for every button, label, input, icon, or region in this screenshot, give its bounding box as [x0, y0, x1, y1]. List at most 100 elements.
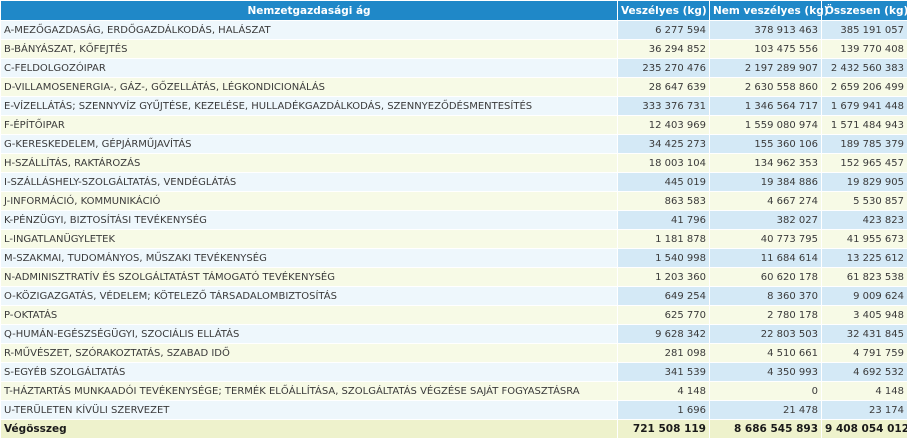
- header-sector[interactable]: Nemzetgazdasági ág: [0, 0, 618, 21]
- total-cell: 41 955 673: [821, 229, 908, 249]
- sector-cell: L-INGATLANÜGYLETEK: [0, 229, 618, 249]
- table-row: L-INGATLANÜGYLETEK 1 181 878 40 773 795 41 …: [0, 229, 908, 249]
- sector-cell: U-TERÜLETEN KÍVÜLI SZERVEZET: [0, 400, 618, 420]
- sector-cell: N-ADMINISZTRATÍV ÉS SZOLGÁLTATÁST TÁMOGA…: [0, 267, 618, 287]
- sector-cell: H-SZÁLLÍTÁS, RAKTÁROZÁS: [0, 153, 618, 173]
- header-non-hazardous[interactable]: Nem veszélyes (kg): [709, 0, 829, 21]
- hazardous-cell: 281 098: [617, 343, 710, 363]
- table-row: P-OKTATÁS 625 770 2 780 178 3 405 948: [0, 305, 908, 325]
- table-row: S-EGYÉB SZOLGÁLTATÁS 341 539 4 350 993 4 69…: [0, 362, 908, 382]
- sector-cell: C-FELDOLGOZÓIPAR: [0, 58, 618, 78]
- hazardous-cell: 863 583: [617, 191, 710, 211]
- non-hazardous-cell: 40 773 795: [709, 229, 822, 249]
- hazardous-cell: 341 539: [617, 362, 710, 382]
- total-cell: 4 791 759: [821, 343, 908, 363]
- sector-cell: F-ÉPÍTŐIPAR: [0, 115, 618, 135]
- non-hazardous-cell: 4 350 993: [709, 362, 822, 382]
- non-hazardous-cell: 2 780 178: [709, 305, 822, 325]
- hazardous-cell: 41 796: [617, 210, 710, 230]
- non-hazardous-cell: 21 478: [709, 400, 822, 420]
- hazardous-cell: 1 203 360: [617, 267, 710, 287]
- non-hazardous-cell: 60 620 178: [709, 267, 822, 287]
- table-row: H-SZÁLLÍTÁS, RAKTÁROZÁS 18 003 104 134 962…: [0, 153, 908, 173]
- sector-cell: J-INFORMÁCIÓ, KOMMUNIKÁCIÓ: [0, 191, 618, 211]
- total-cell: 5 530 857: [821, 191, 908, 211]
- total-row: Végösszeg 721 508 119 8 686 545 893 9 40…: [0, 419, 908, 439]
- total-cell: 19 829 905: [821, 172, 908, 192]
- hazardous-cell: 1 696: [617, 400, 710, 420]
- table-row: O-KÖZIGAZGATÁS, VÉDELEM; KÖTELEZŐ TÁRSAD…: [0, 286, 908, 306]
- table-row: R-MŰVÉSZET, SZÓRAKOZTATÁS, SZABAD IDŐ 281…: [0, 343, 908, 363]
- hazardous-cell: 9 628 342: [617, 324, 710, 344]
- total-cell: 385 191 057: [821, 20, 908, 40]
- sector-cell: S-EGYÉB SZOLGÁLTATÁS: [0, 362, 618, 382]
- sector-cell: R-MŰVÉSZET, SZÓRAKOZTATÁS, SZABAD IDŐ: [0, 343, 618, 363]
- total-cell: 1 679 941 448: [821, 96, 908, 116]
- header-hazardous[interactable]: Veszélyes (kg): [617, 0, 710, 21]
- table-row: A-MEZŐGAZDASÁG, ERDŐGAZDÁLKODÁS, HALÁSZA…: [0, 20, 908, 40]
- non-hazardous-cell: 4 667 274: [709, 191, 822, 211]
- total-cell: 3 405 948: [821, 305, 908, 325]
- sector-cell: E-VÍZELLÁTÁS; SZENNYVÍZ GYŰJTÉSE, KEZELÉ…: [0, 96, 618, 116]
- total-cell: 2 432 560 383: [821, 58, 908, 78]
- non-hazardous-cell: 103 475 556: [709, 39, 822, 59]
- sector-cell: T-HÁZTARTÁS MUNKAADÓI TEVÉKENYSÉGE; TERM…: [0, 381, 618, 401]
- header-total[interactable]: Összesen (kg): [821, 0, 908, 21]
- non-hazardous-cell: 0: [709, 381, 822, 401]
- total-cell: 32 431 845: [821, 324, 908, 344]
- total-sum: 9 408 054 012: [821, 419, 908, 439]
- table-row: M-SZAKMAI, TUDOMÁNYOS, MŰSZAKI TEVÉKENYS…: [0, 248, 908, 268]
- sector-cell: B-BÁNYÁSZAT, KŐFEJTÉS: [0, 39, 618, 59]
- table-row: I-SZÁLLÁSHELY-SZOLGÁLTATÁS, VENDÉGLÁTÁS 4…: [0, 172, 908, 192]
- total-cell: 23 174: [821, 400, 908, 420]
- total-cell: 152 965 457: [821, 153, 908, 173]
- table-row: K-PÉNZÜGYI, BIZTOSÍTÁSI TEVÉKENYSÉG 41 79…: [0, 210, 908, 230]
- sector-cell: P-OKTATÁS: [0, 305, 618, 325]
- hazardous-cell: 235 270 476: [617, 58, 710, 78]
- non-hazardous-cell: 11 684 614: [709, 248, 822, 268]
- table-row: T-HÁZTARTÁS MUNKAADÓI TEVÉKENYSÉGE; TERM…: [0, 381, 908, 401]
- non-hazardous-cell: 155 360 106: [709, 134, 822, 154]
- table-row: B-BÁNYÁSZAT, KŐFEJTÉS 36 294 852 103 475 5…: [0, 39, 908, 59]
- hazardous-cell: 4 148: [617, 381, 710, 401]
- total-cell: 13 225 612: [821, 248, 908, 268]
- sector-cell: G-KERESKEDELEM, GÉPJÁRMŰJAVÍTÁS: [0, 134, 618, 154]
- total-cell: 139 770 408: [821, 39, 908, 59]
- table-row: F-ÉPÍTŐIPAR 12 403 969 1 559 080 974 1 571 …: [0, 115, 908, 135]
- hazardous-cell: 333 376 731: [617, 96, 710, 116]
- non-hazardous-cell: 134 962 353: [709, 153, 822, 173]
- non-hazardous-cell: 8 360 370: [709, 286, 822, 306]
- non-hazardous-cell: 2 630 558 860: [709, 77, 822, 97]
- non-hazardous-cell: 2 197 289 907: [709, 58, 822, 78]
- hazardous-cell: 649 254: [617, 286, 710, 306]
- hazardous-cell: 1 181 878: [617, 229, 710, 249]
- header-row: Nemzetgazdasági ág Veszélyes (kg) Nem ve…: [0, 0, 908, 21]
- sector-cell: K-PÉNZÜGYI, BIZTOSÍTÁSI TEVÉKENYSÉG: [0, 210, 618, 230]
- total-cell: 61 823 538: [821, 267, 908, 287]
- table-row: E-VÍZELLÁTÁS; SZENNYVÍZ GYŰJTÉSE, KEZELÉ…: [0, 96, 908, 116]
- table-row: N-ADMINISZTRATÍV ÉS SZOLGÁLTATÁST TÁMOGA…: [0, 267, 908, 287]
- hazardous-cell: 445 019: [617, 172, 710, 192]
- table-body: A-MEZŐGAZDASÁG, ERDŐGAZDÁLKODÁS, HALÁSZA…: [0, 20, 908, 420]
- total-cell: 423 823: [821, 210, 908, 230]
- non-hazardous-cell: 382 027: [709, 210, 822, 230]
- table-row: G-KERESKEDELEM, GÉPJÁRMŰJAVÍTÁS 34 425 27…: [0, 134, 908, 154]
- sector-cell: A-MEZŐGAZDASÁG, ERDŐGAZDÁLKODÁS, HALÁSZA…: [0, 20, 618, 40]
- non-hazardous-cell: 22 803 503: [709, 324, 822, 344]
- sector-cell: Q-HUMÁN-EGÉSZSÉGÜGYI, SZOCIÁLIS ELLÁTÁS: [0, 324, 618, 344]
- total-cell: 4 148: [821, 381, 908, 401]
- table-row: J-INFORMÁCIÓ, KOMMUNIKÁCIÓ 863 583 4 667 2…: [0, 191, 908, 211]
- table-row: U-TERÜLETEN KÍVÜLI SZERVEZET 1 696 21 478 2…: [0, 400, 908, 420]
- non-hazardous-cell: 19 384 886: [709, 172, 822, 192]
- hazardous-cell: 36 294 852: [617, 39, 710, 59]
- non-hazardous-cell: 1 559 080 974: [709, 115, 822, 135]
- hazardous-cell: 28 647 639: [617, 77, 710, 97]
- total-cell: 189 785 379: [821, 134, 908, 154]
- total-hazardous: 721 508 119: [617, 419, 710, 439]
- table-row: C-FELDOLGOZÓIPAR 235 270 476 2 197 289 907…: [0, 58, 908, 78]
- hazardous-cell: 18 003 104: [617, 153, 710, 173]
- table-row: D-VILLAMOSENERGIA-, GÁZ-, GŐZELLÁTÁS, LÉ…: [0, 77, 908, 97]
- table-row: Q-HUMÁN-EGÉSZSÉGÜGYI, SZOCIÁLIS ELLÁTÁS 9…: [0, 324, 908, 344]
- non-hazardous-cell: 4 510 661: [709, 343, 822, 363]
